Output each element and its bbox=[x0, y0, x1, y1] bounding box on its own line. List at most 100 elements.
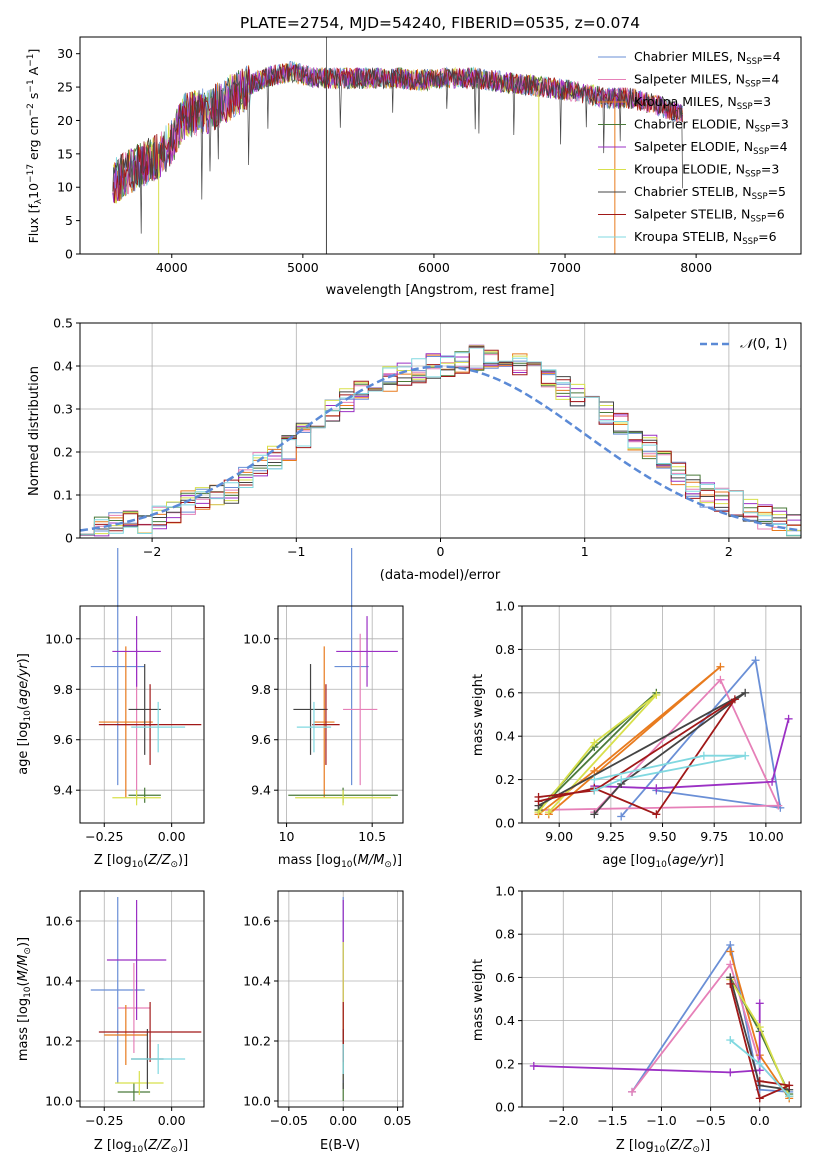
legend-label: Salpeter MILES, NSSP=4 bbox=[634, 72, 779, 90]
age-z-xlabel: Z [log10(Z/Z⊙)] bbox=[94, 853, 188, 870]
x-tick-label: 8000 bbox=[680, 260, 712, 275]
weight-vs-age-plot: 9.00 9.25 9.50 9.75 10.00 0.0 0.2 0.4 0.6 0.8 1.0 bbox=[495, 599, 802, 844]
y-tick-label: 10.4 bbox=[45, 974, 73, 989]
y-tick-label: 0.8 bbox=[495, 927, 515, 942]
y-tick-label: 0.4 bbox=[53, 359, 73, 374]
y-tick-label: 1.0 bbox=[495, 599, 515, 614]
x-tick-label: −1 bbox=[287, 544, 305, 559]
y-tick-label: 9.8 bbox=[53, 682, 73, 697]
axes-frame bbox=[79, 890, 205, 1108]
x-tick-label: −1.0 bbox=[646, 1113, 676, 1128]
x-tick-label: 0.00 bbox=[329, 1113, 357, 1128]
y-tick-label: 5 bbox=[65, 213, 73, 228]
x-tick-label: −2 bbox=[143, 544, 161, 559]
y-tick-label: 0.3 bbox=[53, 402, 73, 417]
y-tick-label: 9.4 bbox=[251, 783, 271, 798]
y-tick-label: 10.6 bbox=[243, 914, 271, 929]
y-tick-label: 0.5 bbox=[53, 316, 73, 331]
weight-series-line bbox=[729, 983, 793, 1100]
x-tick-label: 4000 bbox=[156, 260, 188, 275]
spectrum-series-line bbox=[112, 63, 683, 204]
x-tick-label: 10 bbox=[279, 829, 295, 844]
weight-series-line bbox=[533, 1003, 761, 1074]
spectrum-ylabel: Flux [fλ10−17 erg cm−2 s−1 A−1] bbox=[26, 49, 44, 244]
axes-frame bbox=[277, 890, 404, 1108]
x-tick-label: 0 bbox=[437, 544, 445, 559]
y-tick-label: 10.0 bbox=[45, 631, 73, 646]
x-tick-label: 6000 bbox=[418, 260, 450, 275]
y-tick-label: 0.1 bbox=[53, 488, 73, 503]
x-tick-label: 2 bbox=[725, 544, 733, 559]
age-vs-mass-plot: 10 10.5 9.4 9.6 9.8 10.0 bbox=[243, 547, 404, 844]
y-tick-label: 0.2 bbox=[495, 772, 515, 787]
residuals-plot: −2 −1 0 1 2 0 0.1 0.2 0.3 0.4 0.5 bbox=[53, 316, 802, 559]
x-tick-label: 7000 bbox=[549, 260, 581, 275]
y-tick-label: 9.6 bbox=[53, 732, 73, 747]
weight-series-line bbox=[594, 718, 790, 790]
legend-gaussian-label: 𝒩(0, 1) bbox=[740, 337, 787, 352]
weight-z-ylabel: mass weight bbox=[471, 959, 486, 1041]
mass-z-ylabel: mass [log10(M/M⊙)] bbox=[16, 937, 33, 1061]
x-tick-label: −0.25 bbox=[85, 1113, 123, 1128]
x-tick-label: 0.00 bbox=[158, 1113, 186, 1128]
x-tick-label: −1.5 bbox=[597, 1113, 627, 1128]
mass-ebv-xlabel: E(B-V) bbox=[320, 1138, 360, 1153]
x-tick-label: 10.00 bbox=[748, 829, 784, 844]
legend-label: Chabrier ELODIE, NSSP=3 bbox=[634, 117, 789, 135]
weight-series-line bbox=[620, 658, 782, 818]
age-vs-z-plot: −0.25 0.00 9.4 9.6 9.8 10.0 bbox=[45, 547, 205, 844]
legend-label: Kroupa ELODIE, NSSP=3 bbox=[634, 162, 779, 180]
y-tick-label: 10.2 bbox=[243, 1034, 271, 1049]
y-tick-label: 9.6 bbox=[251, 732, 271, 747]
mass-z-xlabel: Z [log10(Z/Z⊙)] bbox=[94, 1138, 188, 1155]
legend-label: Kroupa MILES, NSSP=3 bbox=[634, 94, 771, 112]
weight-series-line bbox=[538, 678, 780, 813]
weight-series-line bbox=[538, 692, 746, 815]
residual-histogram bbox=[80, 344, 801, 537]
spectrum-plot: 4000 5000 6000 7000 8000 0 5 10 15 20 25 30 bbox=[57, 36, 802, 275]
x-tick-label: −0.5 bbox=[695, 1113, 725, 1128]
weight-series-line bbox=[537, 694, 657, 813]
y-tick-label: 10.4 bbox=[243, 974, 271, 989]
legend-label: Salpeter ELODIE, NSSP=4 bbox=[634, 139, 788, 157]
y-tick-label: 9.8 bbox=[251, 682, 271, 697]
y-tick-label: 0 bbox=[65, 247, 73, 262]
y-tick-label: 1.0 bbox=[495, 884, 515, 899]
residuals-ylabel: Normed distribution bbox=[27, 366, 42, 496]
legend-label: Chabrier STELIB, NSSP=5 bbox=[634, 184, 786, 202]
spectrum-xlabel: wavelength [Angstrom, rest frame] bbox=[326, 283, 555, 298]
y-tick-label: 10.2 bbox=[45, 1034, 73, 1049]
weight-age-ylabel: mass weight bbox=[471, 674, 486, 756]
weight-series-line bbox=[631, 942, 790, 1093]
axes-frame bbox=[277, 605, 404, 824]
y-tick-label: 0.0 bbox=[495, 1100, 515, 1115]
x-tick-label: 9.00 bbox=[545, 829, 573, 844]
axes-frame bbox=[521, 605, 802, 824]
x-tick-label: 0.05 bbox=[384, 1113, 412, 1128]
y-tick-label: 0.2 bbox=[495, 1056, 515, 1071]
y-tick-label: 0.6 bbox=[495, 685, 515, 700]
legend-label: Salpeter STELIB, NSSP=6 bbox=[634, 207, 785, 225]
x-tick-label: 0.00 bbox=[158, 829, 186, 844]
y-tick-label: 10.0 bbox=[45, 1094, 73, 1109]
x-tick-label: 9.50 bbox=[649, 829, 677, 844]
y-tick-label: 9.4 bbox=[53, 783, 73, 798]
x-tick-label: 5000 bbox=[287, 260, 319, 275]
y-tick-label: 10 bbox=[57, 180, 73, 195]
y-tick-label: 0.6 bbox=[495, 970, 515, 985]
x-tick-label: 10.5 bbox=[358, 829, 386, 844]
y-tick-label: 30 bbox=[57, 46, 73, 61]
gaussian-curve bbox=[79, 365, 802, 532]
y-tick-label: 0.2 bbox=[53, 445, 73, 460]
x-tick-label: 9.75 bbox=[700, 829, 728, 844]
weight-z-xlabel: Z [log10(Z/Z⊙)] bbox=[616, 1138, 710, 1155]
residuals-xlabel: (data-model)/error bbox=[380, 568, 501, 583]
age-mass-xlabel: mass [log10(M/M⊙)] bbox=[278, 853, 402, 870]
residuals-legend: 𝒩(0, 1) bbox=[700, 337, 787, 352]
mass-vs-ebv-plot: −0.05 0.00 0.05 10.0 10.2 10.4 10.6 bbox=[243, 890, 412, 1128]
age-z-ylabel: age [log10(age/yr)] bbox=[16, 653, 33, 775]
x-tick-label: −0.05 bbox=[270, 1113, 308, 1128]
y-tick-label: 10.6 bbox=[45, 914, 73, 929]
x-tick-label: −0.25 bbox=[85, 829, 123, 844]
